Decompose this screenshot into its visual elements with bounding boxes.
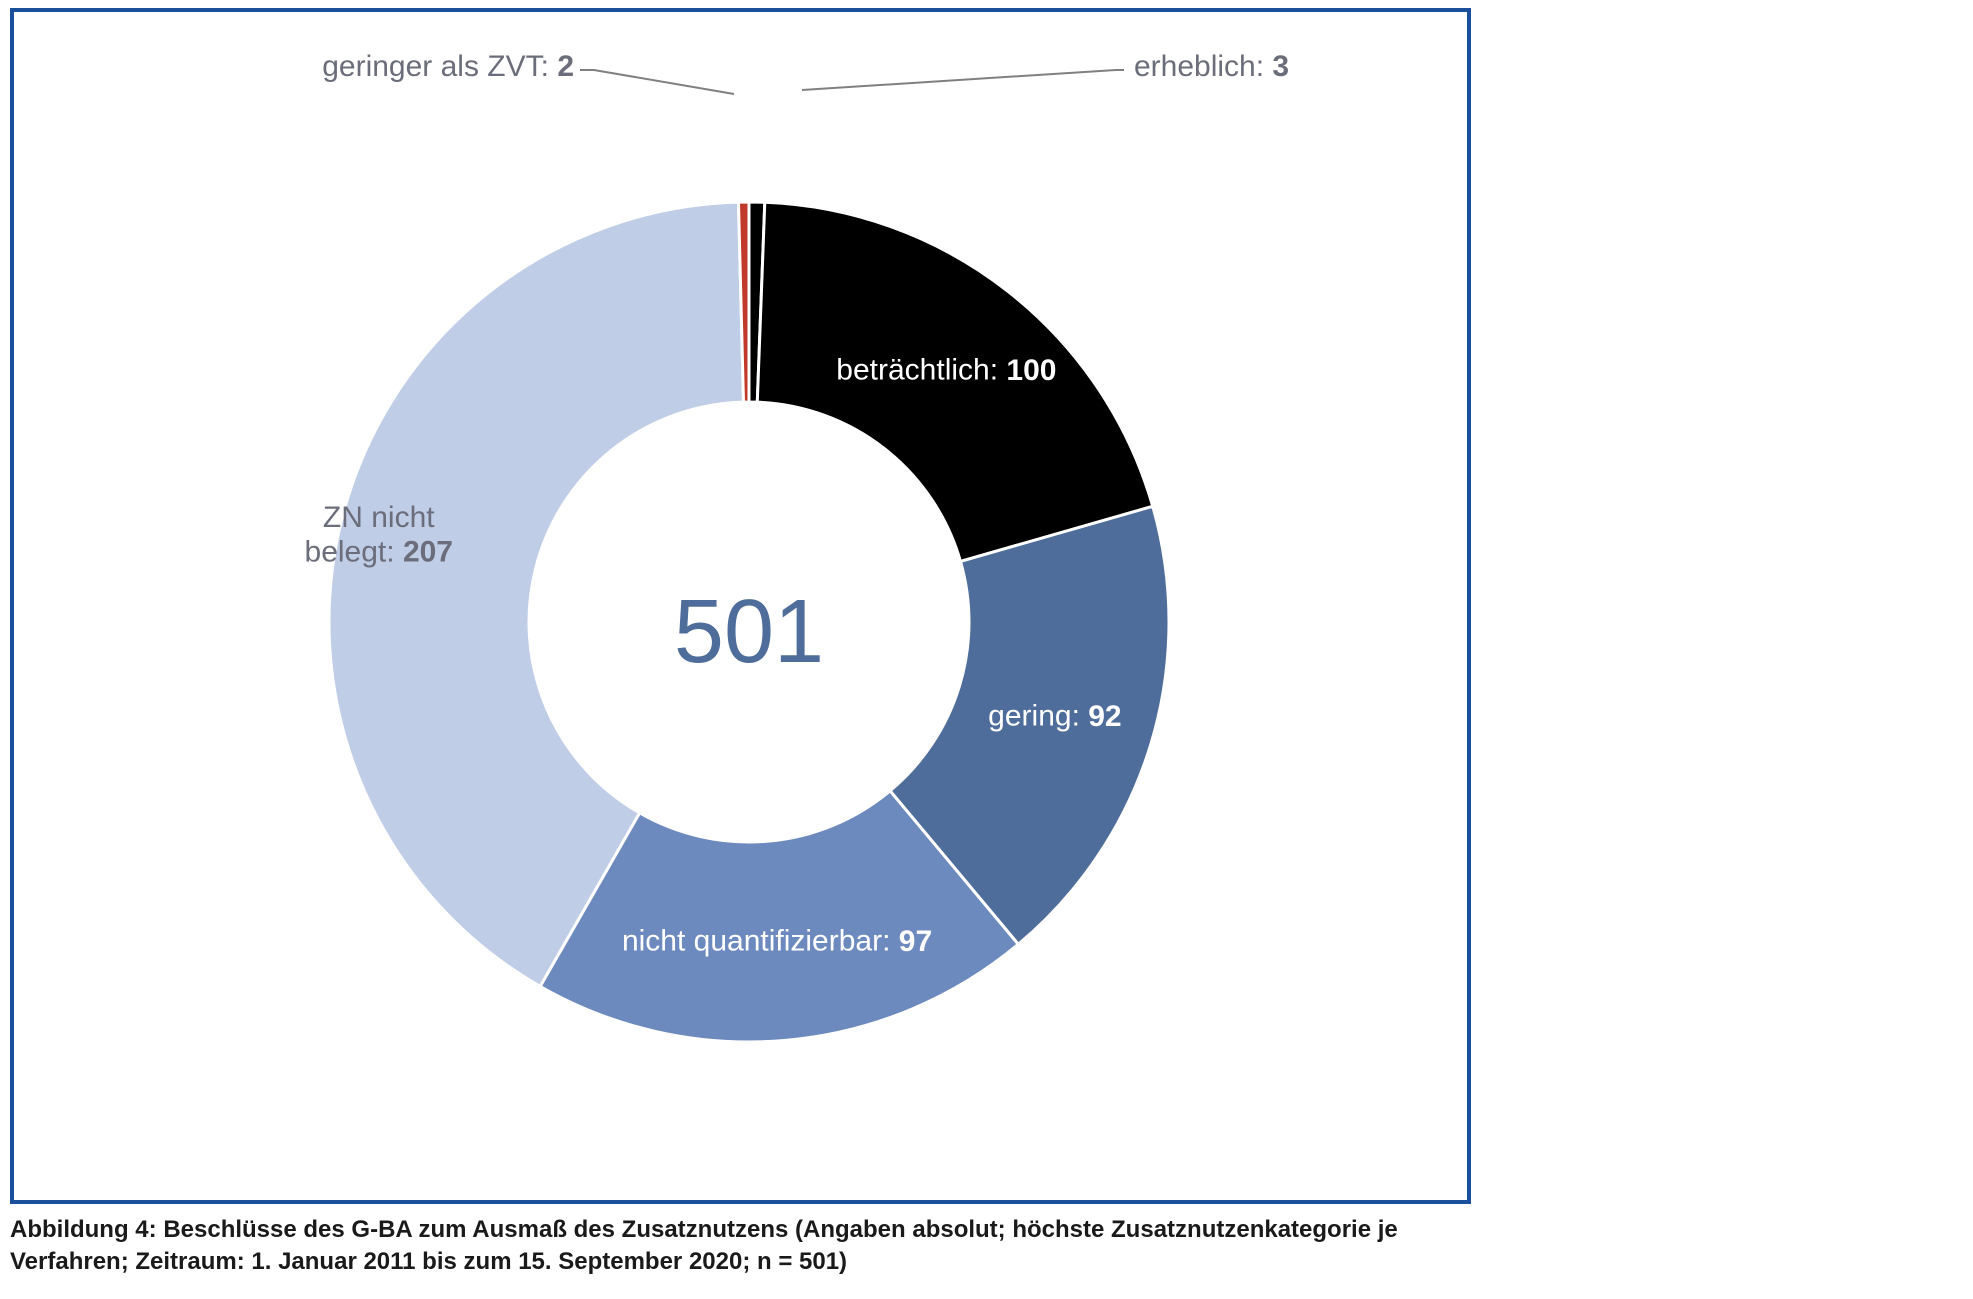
caption-prefix: Abbildung 4: <box>10 1216 163 1243</box>
slice-label-betraechtlich: beträchtlich: 100 <box>836 354 1056 387</box>
slice-label-nicht_quantifizierbar: nicht quantifizierbar: 97 <box>622 924 932 957</box>
center-total: 501 <box>674 582 824 682</box>
figure-caption: Abbildung 4: Beschlüsse des G-BA zum Aus… <box>10 1214 1471 1279</box>
callout-label-geringer_als_zvt: geringer als ZVT: 2 <box>322 50 574 83</box>
chart-frame: 501 beträchtlich: 100 gering: 92 nicht quan… <box>10 8 1471 1204</box>
caption-text: Beschlüsse des G-BA zum Ausmaß des Zusat… <box>10 1216 1398 1275</box>
slice-label-gering: gering: 92 <box>988 699 1121 732</box>
slice-label-zn_nicht_belegt: ZN nichtbelegt: 207 <box>305 501 453 569</box>
donut-chart: 501 beträchtlich: 100 gering: 92 nicht quan… <box>14 12 1467 1200</box>
callout-label-erheblich: erheblich: 3 <box>1134 50 1289 83</box>
page-root: 501 beträchtlich: 100 gering: 92 nicht quan… <box>0 0 1973 1299</box>
